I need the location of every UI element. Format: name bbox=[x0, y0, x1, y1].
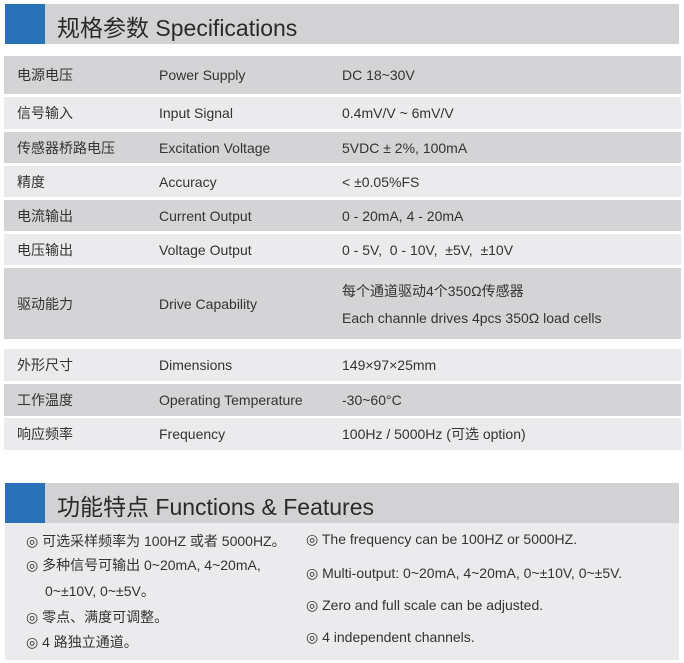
param-value: 149×97×25mm bbox=[328, 349, 681, 381]
param-value: 5VDC ± 2%, 100mA bbox=[328, 132, 681, 163]
feature-item-zh-cont: 0~±10V, 0~±5V。 bbox=[45, 583, 155, 599]
feature-item-en: ◎ 4 independent channels. bbox=[306, 629, 475, 645]
table-row: 驱动能力 Drive Capability 每个通道驱动4个350Ω传感器 Each … bbox=[4, 268, 681, 339]
feature-item-zh: ◎ 零点、满度可调整。 bbox=[26, 609, 169, 625]
param-zh: 驱动能力 bbox=[4, 268, 154, 339]
specifications-header: 规格参数 Specifications bbox=[5, 4, 679, 44]
param-zh: 精度 bbox=[4, 166, 154, 197]
param-zh: 电压输出 bbox=[4, 234, 154, 265]
feature-item-en: ◎ The frequency can be 100HZ or 5000HZ. bbox=[306, 531, 578, 547]
feature-item-zh: ◎ 4 路独立通道。 bbox=[26, 634, 138, 650]
features-title: 功能特点 Functions & Features bbox=[57, 494, 374, 520]
table-row: 信号输入 Input Signal 0.4mV/V ~ 6mV/V bbox=[4, 97, 681, 129]
feature-item-zh: ◎ 多种信号可输出 0~20mA, 4~20mA, bbox=[26, 557, 261, 573]
features-header: 功能特点 Functions & Features bbox=[5, 483, 679, 523]
table-row: 电流输出 Current Output 0 - 20mA, 4 - 20mA bbox=[4, 200, 681, 231]
param-value: 0.4mV/V ~ 6mV/V bbox=[328, 97, 681, 129]
feature-item-en: ◎ Multi-output: 0~20mA, 4~20mA, 0~±10V, … bbox=[306, 565, 623, 581]
param-value-zh: 每个通道驱动4个350Ω传感器 bbox=[342, 283, 524, 299]
param-en: Voltage Output bbox=[145, 234, 330, 265]
param-en: Current Output bbox=[145, 200, 330, 231]
specifications-title: 规格参数 Specifications bbox=[57, 15, 298, 41]
param-en: Input Signal bbox=[145, 97, 330, 129]
table-row: 精度 Accuracy < ±0.05%FS bbox=[4, 166, 681, 197]
table-row: 电压输出 Voltage Output 0 - 5V, 0 - 10V, ±5V, … bbox=[4, 234, 681, 265]
param-en: Dimensions bbox=[145, 349, 330, 381]
table-row: 外形尺寸 Dimensions 149×97×25mm bbox=[4, 349, 681, 381]
param-value: < ±0.05%FS bbox=[328, 166, 681, 197]
param-zh: 响应频率 bbox=[4, 418, 154, 450]
param-en: Drive Capability bbox=[145, 268, 330, 339]
header-accent-block bbox=[5, 483, 45, 523]
param-en: Accuracy bbox=[145, 166, 330, 197]
features-panel: ◎ 可选采样频率为 100HZ 或者 5000HZ。 ◎ 多种信号可输出 0~2… bbox=[5, 523, 679, 660]
param-value: DC 18~30V bbox=[328, 56, 681, 94]
param-value: 0 - 20mA, 4 - 20mA bbox=[328, 200, 681, 231]
table-row: 响应频率 Frequency 100Hz / 5000Hz (可选 option) bbox=[4, 418, 681, 450]
param-zh: 电源电压 bbox=[4, 56, 154, 94]
param-en: Excitation Voltage bbox=[145, 132, 330, 163]
feature-item-en: ◎ Zero and full scale can be adjusted. bbox=[306, 597, 544, 613]
param-zh: 外形尺寸 bbox=[4, 349, 154, 381]
table-row: 传感器桥路电压 Excitation Voltage 5VDC ± 2%, 100m… bbox=[4, 132, 681, 163]
param-en: Power Supply bbox=[145, 56, 330, 94]
param-zh: 传感器桥路电压 bbox=[4, 132, 154, 163]
param-value: 每个通道驱动4个350Ω传感器 Each channle drives 4pcs … bbox=[328, 268, 681, 339]
param-value: -30~60°C bbox=[328, 384, 681, 416]
param-zh: 电流输出 bbox=[4, 200, 154, 231]
param-en: Operating Temperature bbox=[145, 384, 330, 416]
table-row: 电源电压 Power Supply DC 18~30V bbox=[4, 56, 681, 94]
param-value: 100Hz / 5000Hz (可选 option) bbox=[328, 418, 681, 450]
table-row: 工作温度 Operating Temperature -30~60°C bbox=[4, 384, 681, 416]
param-zh: 信号输入 bbox=[4, 97, 154, 129]
param-en: Frequency bbox=[145, 418, 330, 450]
param-zh: 工作温度 bbox=[4, 384, 154, 416]
feature-item-zh: ◎ 可选采样频率为 100HZ 或者 5000HZ。 bbox=[26, 533, 286, 549]
param-value: 0 - 5V, 0 - 10V, ±5V, ±10V bbox=[328, 234, 681, 265]
param-value-en: Each channle drives 4pcs 350Ω load cells bbox=[342, 310, 602, 326]
header-accent-block bbox=[5, 4, 45, 44]
